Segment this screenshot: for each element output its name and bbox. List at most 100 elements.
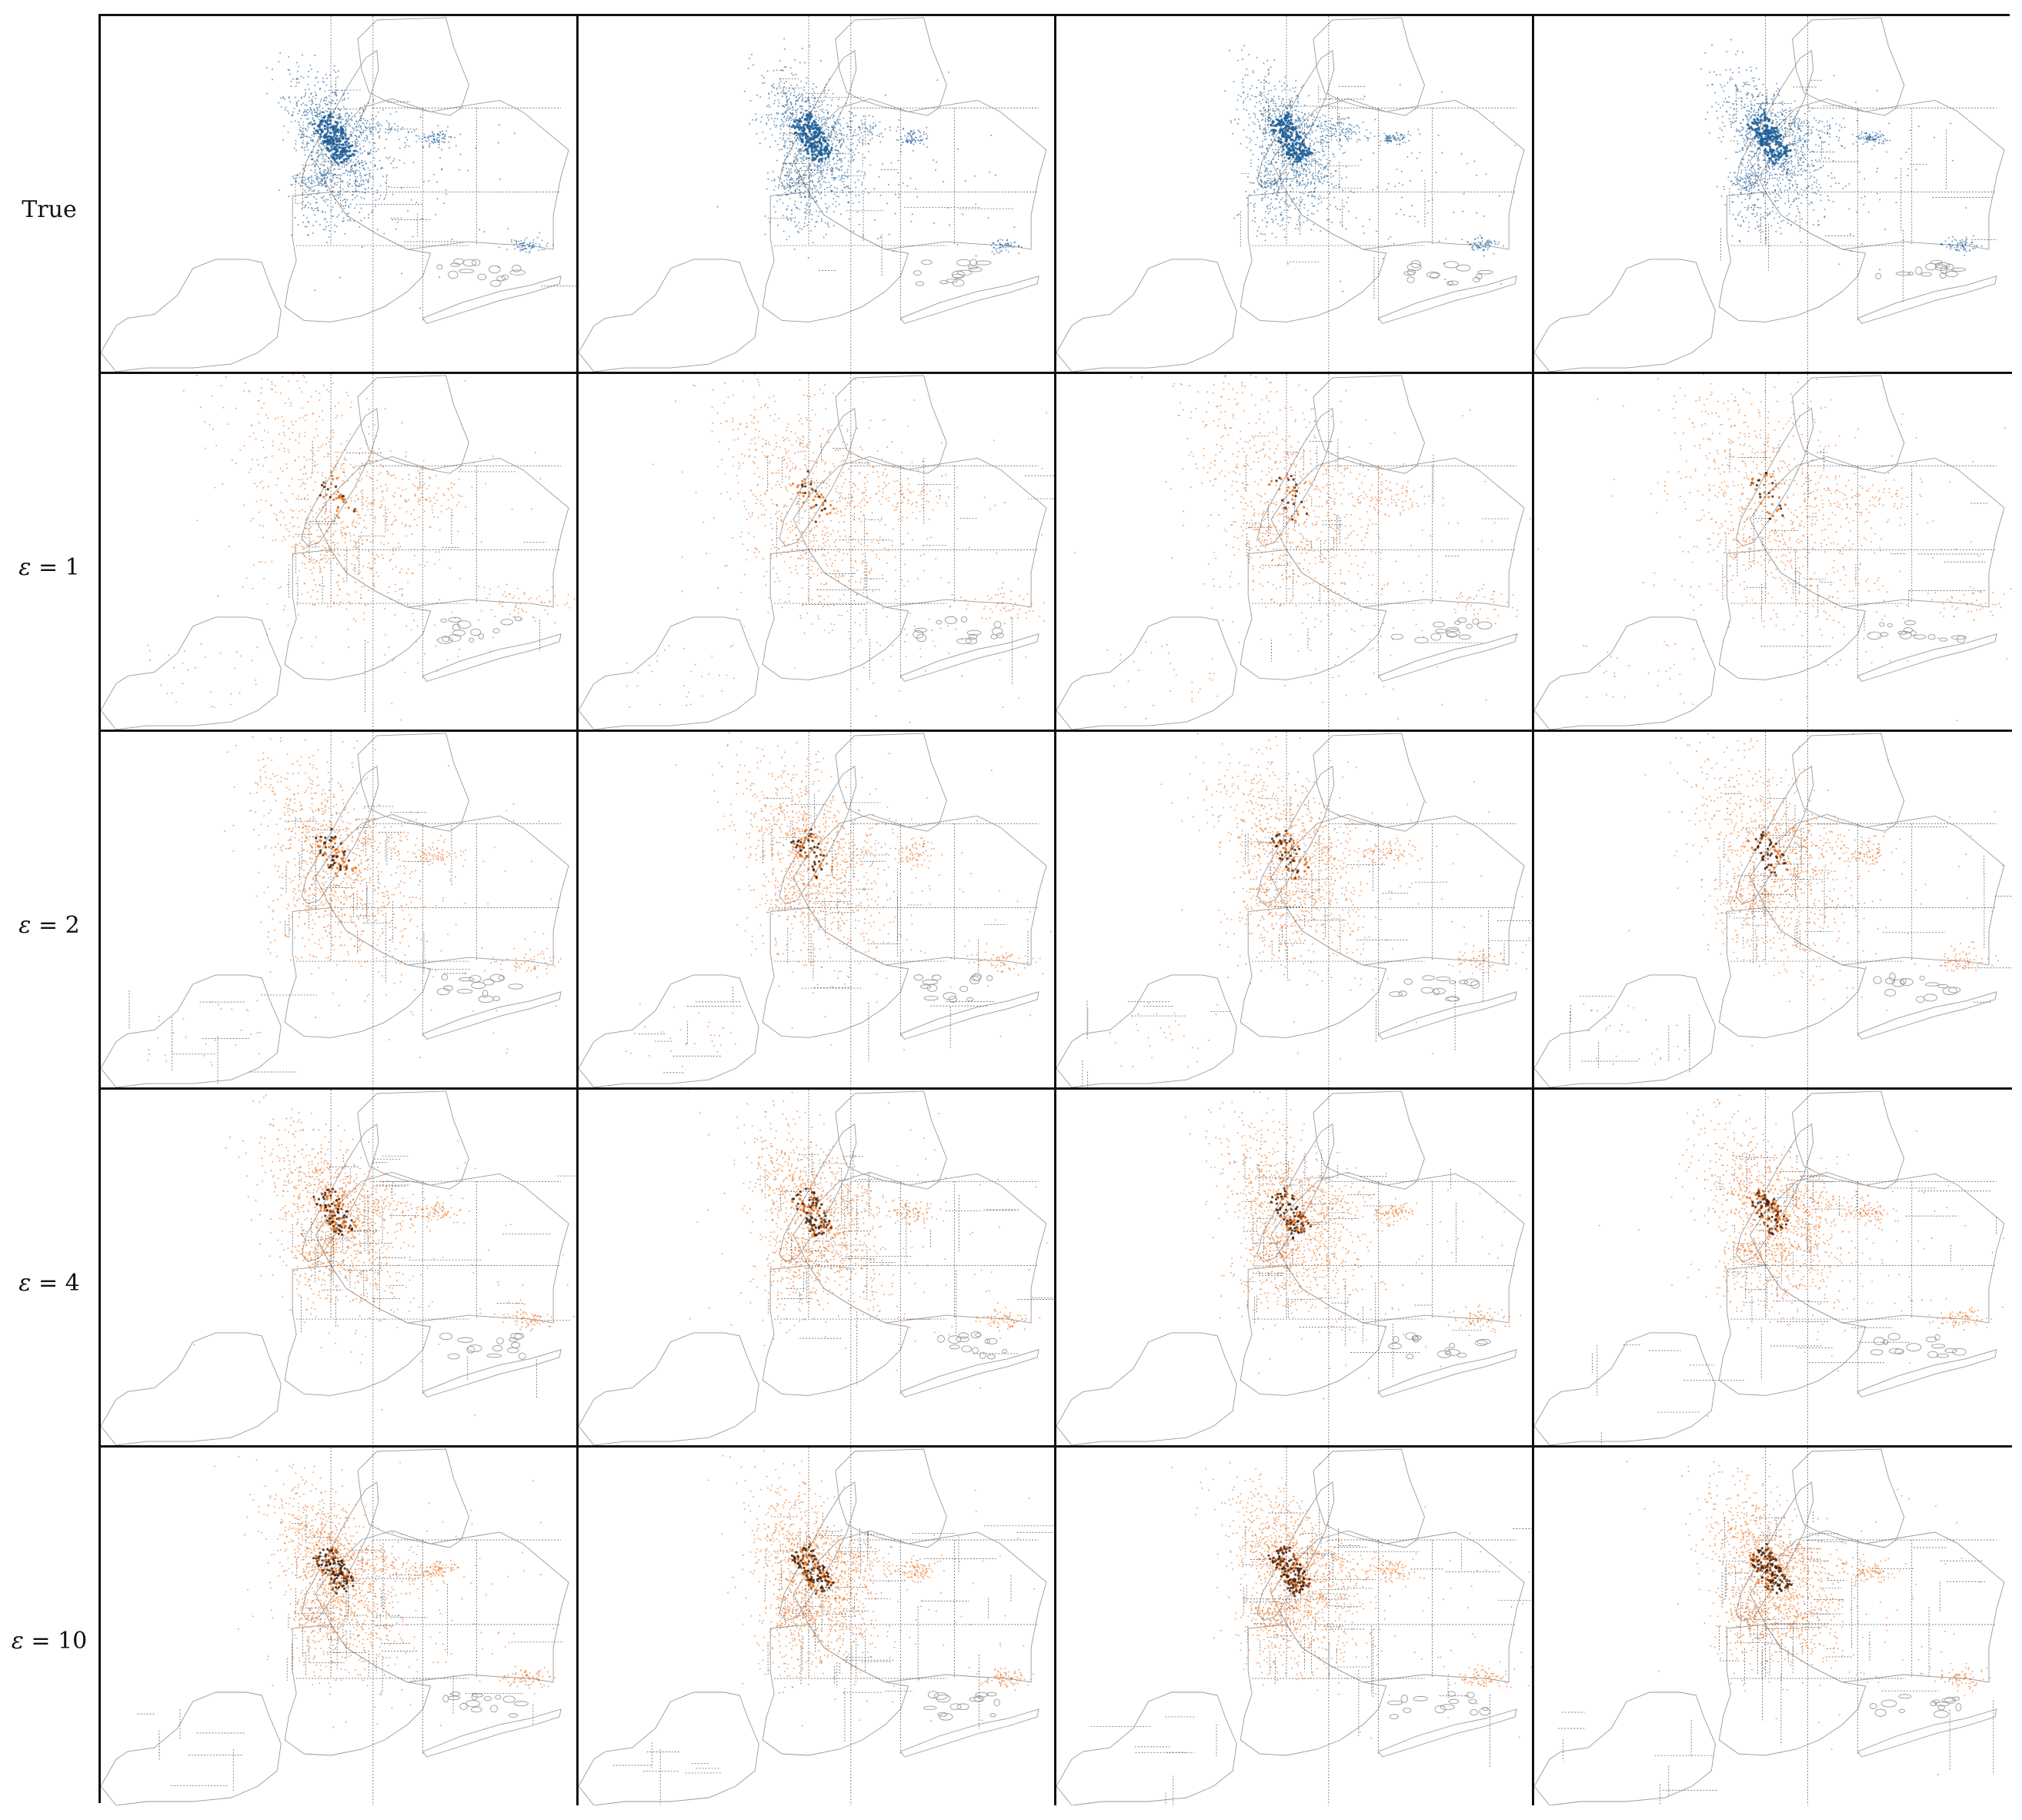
trip-point [423, 133, 425, 135]
trip-point [322, 80, 324, 82]
trip-point [1335, 170, 1337, 172]
trip-point [1400, 209, 1402, 211]
trip-point [323, 99, 325, 101]
trip-point [1296, 134, 1300, 137]
trip-point [817, 119, 819, 122]
jamaica-bay-island [1410, 260, 1421, 269]
trip-point [804, 148, 807, 151]
trip-point [313, 109, 315, 112]
trip-point [319, 87, 322, 89]
trip-point [792, 113, 795, 115]
trip-point [1486, 241, 1489, 243]
trip-point [821, 178, 823, 180]
trip-point [1330, 182, 1333, 185]
trip-point [786, 239, 788, 241]
trip-point [844, 156, 846, 159]
trip-point [826, 104, 829, 106]
jamaica-bay-island [1945, 271, 1959, 278]
trip-point [1282, 217, 1284, 219]
trip-point [1333, 196, 1336, 199]
trip-point [1261, 193, 1263, 195]
trip-point [369, 152, 372, 155]
trip-point [326, 116, 330, 119]
trip-point [768, 97, 770, 99]
trip-point [1340, 280, 1342, 282]
trip-point [802, 182, 805, 185]
trip-point [1398, 139, 1400, 142]
trip-point [307, 220, 309, 222]
trip-point [1316, 161, 1319, 163]
trip-point [1307, 209, 1310, 212]
trip-point [1382, 258, 1384, 260]
trip-point [326, 189, 329, 192]
trip-point [1281, 224, 1283, 226]
trip-point [782, 215, 784, 217]
trip-point [379, 135, 381, 137]
trip-point [343, 99, 345, 101]
trip-point [781, 120, 783, 122]
trip-point [812, 91, 815, 93]
trip-point [302, 54, 304, 56]
trip-point [1313, 142, 1316, 144]
trip-point [439, 135, 441, 137]
trip-point [1278, 155, 1280, 157]
trip-point [1738, 71, 1740, 73]
trip-point [899, 151, 902, 153]
trip-point [1278, 192, 1280, 194]
trip-point [364, 140, 366, 142]
trip-point [995, 249, 997, 252]
trip-point [816, 123, 819, 127]
trip-point [1309, 142, 1311, 145]
trip-point [1263, 165, 1266, 167]
trip-point [438, 141, 440, 143]
trip-point [750, 53, 752, 55]
trip-point [809, 185, 811, 188]
trip-point [363, 217, 365, 219]
trip-point [322, 165, 325, 167]
trip-point [1276, 152, 1279, 154]
trip-point [806, 126, 809, 129]
trip-point [1259, 100, 1261, 102]
trip-point [369, 141, 371, 143]
trip-point [1293, 174, 1295, 176]
trip-point [1265, 156, 1267, 159]
trip-point [374, 142, 376, 145]
trip-point [310, 104, 312, 106]
trip-point [324, 201, 326, 203]
trip-point [299, 176, 301, 179]
trip-point [1007, 245, 1009, 248]
trip-point [325, 174, 328, 176]
trip-point [814, 225, 816, 228]
trip-point [1254, 221, 1256, 223]
trip-point [1270, 117, 1272, 119]
trip-point [1832, 200, 1834, 202]
trip-point [790, 219, 792, 222]
trip-point [331, 102, 333, 105]
trip-point [808, 129, 812, 132]
trip-point [816, 169, 819, 171]
trip-point [326, 122, 329, 126]
trip-point [809, 202, 812, 205]
trip-point [1272, 130, 1276, 133]
trip-point [832, 167, 834, 169]
trip-point [772, 102, 775, 105]
trip-point [1233, 80, 1235, 82]
trip-point [320, 129, 323, 132]
trip-point [337, 131, 340, 134]
trip-point [325, 99, 327, 102]
trip-point [798, 222, 800, 224]
trip-point [1723, 101, 1725, 103]
trip-point [428, 139, 430, 142]
true-points [265, 52, 555, 309]
trip-point [321, 153, 323, 155]
trip-point [1293, 152, 1296, 155]
trip-point [507, 228, 509, 230]
trip-point [1293, 139, 1296, 142]
trip-point [312, 209, 315, 212]
trip-point [822, 115, 825, 118]
trip-point [766, 113, 768, 115]
trip-point [776, 112, 779, 115]
trip-point [1944, 240, 1947, 242]
trip-point [1757, 198, 1760, 200]
trip-point [1270, 181, 1272, 183]
